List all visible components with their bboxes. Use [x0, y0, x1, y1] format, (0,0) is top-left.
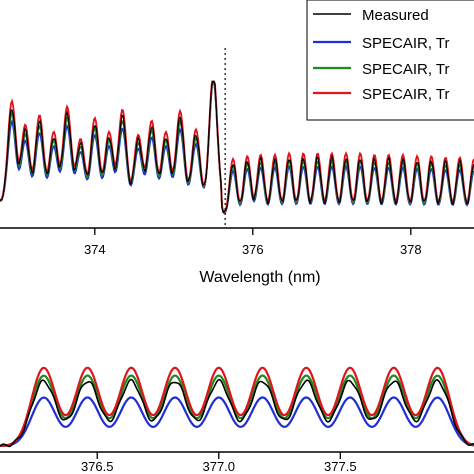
legend-label-specair-2: SPECAIR, Tr: [362, 61, 450, 78]
top-x-tick-label: 374: [84, 242, 106, 257]
top-x-axis-label: Wavelength (nm): [199, 269, 320, 286]
bottom-x-tick-label: 377.0: [202, 459, 235, 474]
legend-entry-specair-1: SPECAIR, Tr: [313, 35, 450, 52]
top-x-tick-label: 378: [400, 242, 422, 257]
legend-box: [306, 0, 474, 121]
bottom-series-line-specair-2: [0, 374, 474, 447]
legend-entry-specair-2: SPECAIR, Tr: [313, 61, 450, 78]
bottom-series-line-specair-3: [0, 366, 474, 447]
bottom-x-ticks: 376.5 377.0 377.5: [81, 452, 357, 474]
legend-label-specair-1: SPECAIR, Tr: [362, 35, 450, 52]
legend-label-measured: Measured: [362, 7, 429, 24]
bottom-panel: 376.5 377.0 377.5: [0, 366, 474, 474]
top-x-ticks: 374 376 378: [84, 228, 422, 257]
bottom-series-group: [0, 366, 474, 448]
bottom-x-tick-label: 376.5: [81, 459, 114, 474]
bottom-series-line-measured: [0, 378, 474, 448]
top-series-group: [0, 80, 474, 214]
top-x-tick-label: 376: [242, 242, 264, 257]
legend-entry-measured: Measured: [313, 7, 429, 24]
bottom-x-tick-label: 377.5: [324, 459, 357, 474]
top-panel: 374 376 378 Wavelength (nm) Measured SPECA…: [0, 0, 474, 286]
legend-entry-specair-3: SPECAIR, Tr: [313, 86, 450, 103]
legend: Measured SPECAIR, Tr SPECAIR, Tr SPECAIR…: [306, 0, 474, 121]
legend-label-specair-3: SPECAIR, Tr: [362, 86, 450, 103]
top-series-line-measured: [0, 80, 474, 213]
bottom-series-line-specair-1: [0, 396, 474, 447]
